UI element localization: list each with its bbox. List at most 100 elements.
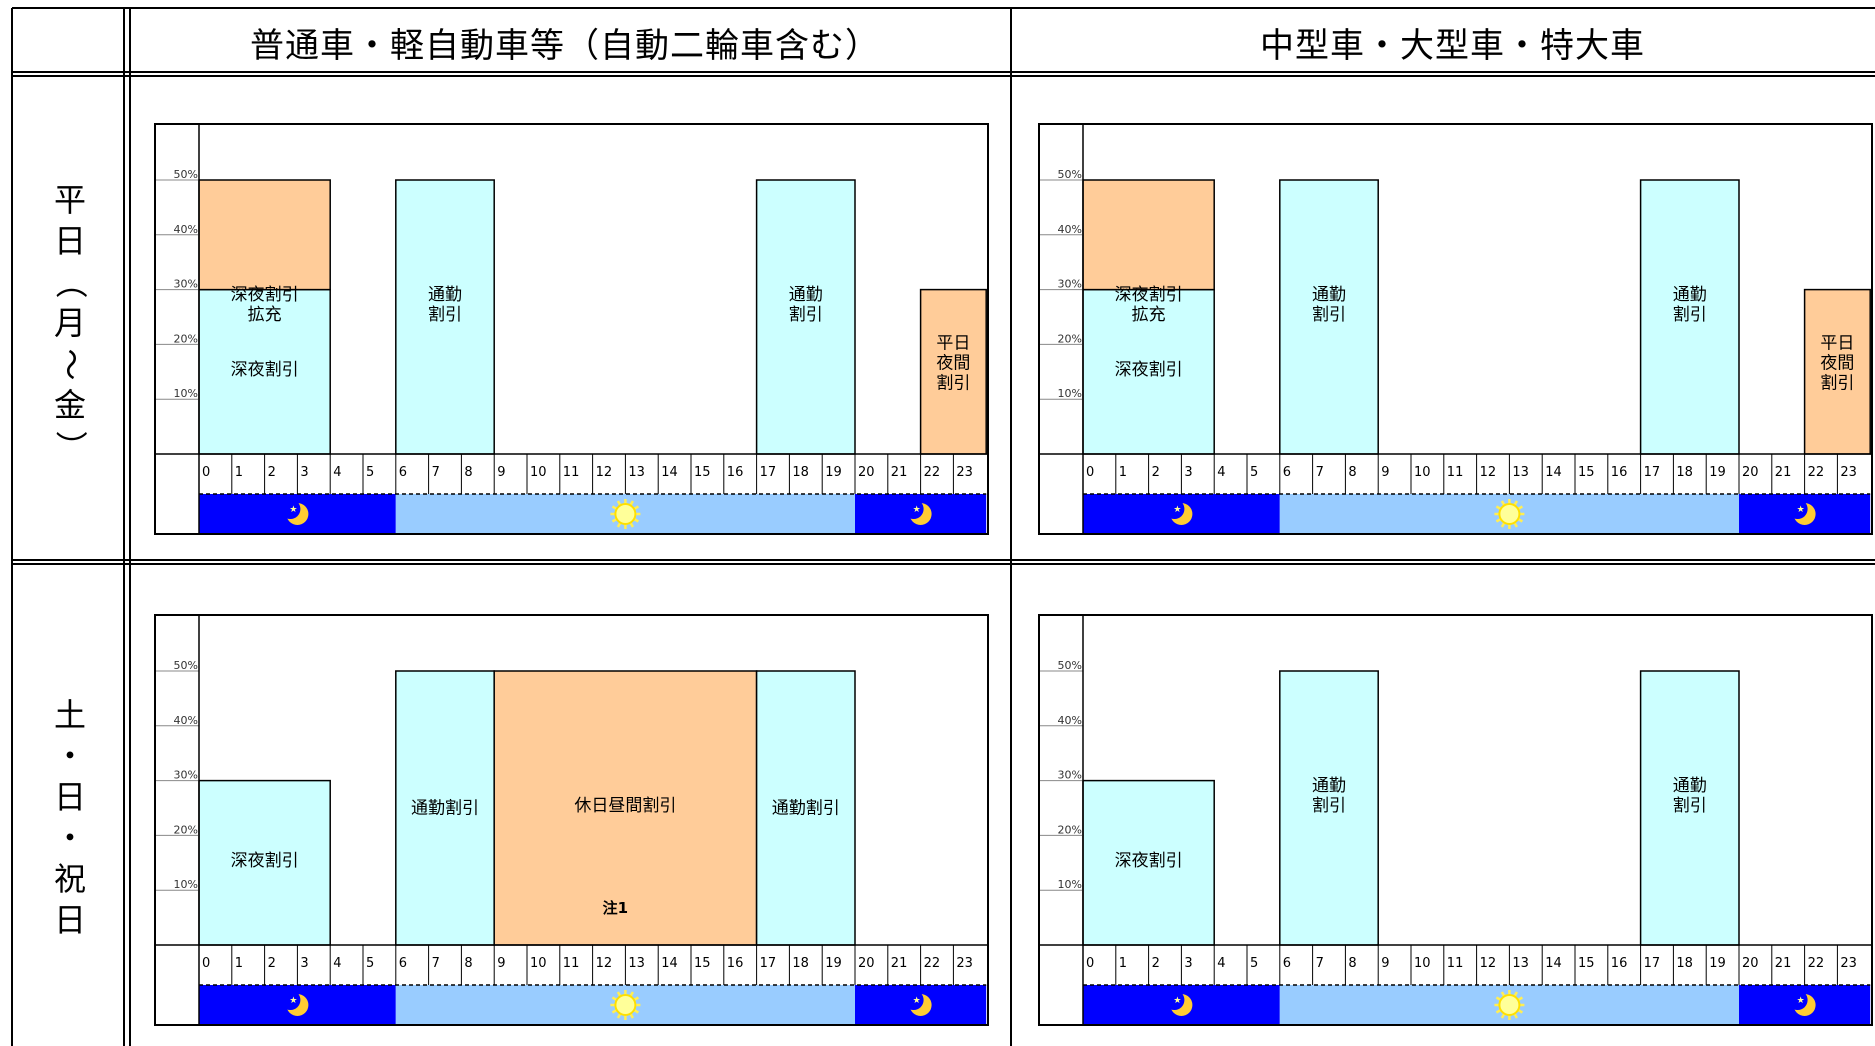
- bar-label: 拡充: [248, 305, 282, 325]
- x-tick-label: 19: [825, 465, 842, 480]
- column-header-regular: 普通車・軽自動車等（自動二輪車含む）: [250, 26, 880, 66]
- x-tick-label: 14: [661, 956, 678, 971]
- x-tick-label: 21: [891, 956, 908, 971]
- moon-shadow: [903, 499, 924, 519]
- x-tick-label: 22: [924, 956, 941, 971]
- chart-border: [154, 123, 989, 535]
- x-tick-label: 22: [1808, 465, 1825, 480]
- bar-label: 割引: [428, 305, 462, 325]
- y-tick-label: 40%: [174, 714, 198, 727]
- x-tick-label: 14: [1545, 956, 1562, 971]
- x-tick-label: 23: [956, 956, 973, 971]
- x-tick-label: 2: [1152, 465, 1160, 480]
- bar-label: 通勤割引: [772, 798, 840, 818]
- x-tick-label: 2: [1152, 956, 1160, 971]
- moon-shadow: [1787, 499, 1808, 519]
- discount-bar: [755, 179, 856, 455]
- row-header-weekday-char: 金: [53, 386, 86, 424]
- y-tick-label: 50%: [174, 168, 198, 181]
- x-tick-label: 11: [563, 465, 580, 480]
- x-tick-label: 4: [1217, 465, 1225, 480]
- x-tick-label: 21: [1775, 956, 1792, 971]
- moon-shadow: [1164, 990, 1185, 1010]
- x-tick-label: 2: [268, 465, 276, 480]
- x-tick-label: 12: [1480, 956, 1497, 971]
- x-tick-label: 17: [1644, 956, 1661, 971]
- x-tick-label: 20: [1742, 465, 1759, 480]
- star-icon: ★: [289, 996, 297, 1006]
- chart-panel-regular-weekday: ★ ★深夜割引深夜割引拡充通勤割引通勤割引平日夜間割引10%20%30%40%50…: [154, 123, 989, 535]
- x-tick-label: 15: [1578, 956, 1595, 971]
- x-tick-label: 3: [1184, 465, 1192, 480]
- row-header-holiday-char: ・: [53, 737, 86, 775]
- y-tick-label: 20%: [174, 332, 198, 345]
- x-tick-label: 11: [1447, 465, 1464, 480]
- x-tick-label: 18: [1676, 956, 1693, 971]
- x-tick-label: 14: [1545, 465, 1562, 480]
- x-tick-label: 10: [1414, 465, 1431, 480]
- x-tick-label: 4: [1217, 956, 1225, 971]
- row-header-holiday: 土 ・ 日 ・ 祝 日: [45, 695, 95, 941]
- bar-label: 休日昼間割引: [574, 796, 676, 816]
- x-tick-label: 4: [333, 956, 341, 971]
- bar-label: 通勤: [1673, 285, 1707, 305]
- row-header-weekday-char: 月: [53, 304, 86, 342]
- x-tick-label: 6: [399, 465, 407, 480]
- x-tick-label: 1: [235, 465, 243, 480]
- bar-label: 平日: [936, 334, 970, 354]
- x-tick-label: 19: [825, 956, 842, 971]
- bar-label: 割引: [789, 305, 823, 325]
- bar-label: 深夜割引: [1115, 285, 1183, 305]
- discount-bar: [1803, 288, 1871, 455]
- y-tick-label: 50%: [174, 659, 198, 672]
- bar-label: 深夜割引: [231, 851, 299, 871]
- x-tick-label: 20: [858, 956, 875, 971]
- x-tick-label: 17: [760, 956, 777, 971]
- x-tick-label: 6: [1283, 465, 1291, 480]
- bar-label: 通勤: [1312, 776, 1346, 796]
- y-tick-label: 50%: [1058, 168, 1082, 181]
- x-tick-label: 1: [235, 956, 243, 971]
- x-tick-label: 7: [1316, 956, 1324, 971]
- y-tick-label: 40%: [174, 223, 198, 236]
- discount-bar: [919, 288, 987, 455]
- x-tick-label: 19: [1709, 465, 1726, 480]
- discount-bar: [755, 670, 856, 946]
- x-tick-label: 9: [1381, 956, 1389, 971]
- x-tick-label: 12: [596, 956, 613, 971]
- x-tick-label: 0: [1086, 465, 1094, 480]
- x-tick-label: 20: [1742, 956, 1759, 971]
- x-tick-label: 21: [891, 465, 908, 480]
- x-tick-label: 0: [1086, 956, 1094, 971]
- x-tick-label: 11: [1447, 956, 1464, 971]
- x-tick-label: 17: [1644, 465, 1661, 480]
- discount-bar: [198, 179, 331, 291]
- bar-label: 通勤: [1312, 285, 1346, 305]
- x-tick-label: 5: [1250, 956, 1258, 971]
- x-tick-label: 20: [858, 465, 875, 480]
- column-header-large: 中型車・大型車・特大車: [1260, 26, 1645, 66]
- x-tick-label: 7: [432, 465, 440, 480]
- y-tick-label: 20%: [1058, 332, 1082, 345]
- discount-bar: [1082, 779, 1215, 946]
- discount-bar: [1279, 670, 1379, 946]
- discount-bar: [198, 779, 331, 946]
- y-tick-label: 10%: [1058, 387, 1082, 400]
- x-tick-label: 7: [432, 956, 440, 971]
- x-tick-label: 9: [1381, 465, 1389, 480]
- x-tick-label: 18: [1676, 465, 1693, 480]
- sun-icon: [614, 503, 637, 525]
- moon-shadow: [1787, 990, 1808, 1010]
- moon-shadow: [1164, 499, 1185, 519]
- bar-label: 割引: [1312, 796, 1346, 816]
- x-tick-label: 8: [464, 465, 472, 480]
- row-header-weekday: 平 日 （ 月 〜 金 ）: [45, 180, 95, 467]
- x-tick-label: 16: [727, 465, 744, 480]
- y-tick-label: 10%: [1058, 878, 1082, 891]
- x-tick-label: 12: [596, 465, 613, 480]
- x-tick-label: 3: [300, 465, 308, 480]
- bar-label: 通勤: [1673, 776, 1707, 796]
- x-tick-label: 16: [1611, 956, 1628, 971]
